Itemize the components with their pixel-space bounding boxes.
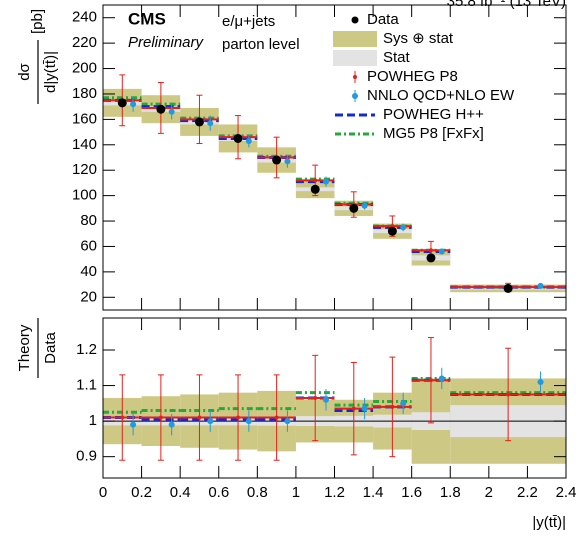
data-point: [194, 117, 204, 127]
point: [323, 178, 330, 185]
x-tick-label: 2.4: [556, 484, 577, 501]
point: [236, 415, 241, 420]
ratio-y-tick-label: 1: [89, 412, 97, 429]
point: [158, 415, 163, 420]
x-label: |y(tt̄)|: [532, 514, 566, 531]
ratio-label-den: Data: [42, 332, 59, 364]
point: [284, 418, 291, 425]
y-tick-label: 20: [80, 288, 97, 305]
point: [313, 396, 318, 400]
point: [438, 248, 445, 255]
level: parton level: [222, 36, 300, 53]
point: [274, 415, 279, 420]
point: [207, 418, 214, 425]
point: [361, 405, 368, 412]
x-tick-label: 2: [485, 484, 493, 501]
data-point: [426, 253, 436, 263]
y-tick-label: 160: [72, 110, 97, 127]
data-point: [387, 226, 397, 236]
point: [245, 418, 252, 425]
y-label-den: d|y(tt̄)|: [42, 51, 59, 93]
point: [537, 379, 544, 385]
x-tick-label: 2.2: [517, 484, 538, 501]
x-tick-label: 0.4: [170, 484, 191, 501]
ratio-y-tick-label: 1.2: [76, 341, 97, 358]
y-tick-label: 40: [80, 263, 97, 280]
point: [400, 224, 407, 231]
x-tick-label: 1.6: [401, 484, 422, 501]
x-tick-label: 1.2: [324, 484, 345, 501]
x-tick-label: 0: [99, 484, 107, 501]
legend-marker: [353, 75, 357, 79]
point: [168, 421, 175, 428]
point: [506, 392, 511, 397]
status: Preliminary: [128, 34, 205, 51]
legend-swatch: [333, 31, 377, 47]
point: [207, 120, 214, 127]
point: [313, 178, 318, 183]
point: [197, 415, 202, 420]
y-tick-label: 240: [72, 9, 97, 26]
x-tick-label: 0.6: [208, 484, 229, 501]
channel: e/μ+jets: [222, 13, 275, 30]
legend-label: Stat: [383, 49, 411, 66]
y-tick-label: 60: [80, 237, 97, 254]
data-point: [117, 98, 127, 108]
x-tick-label: 0.8: [247, 484, 268, 501]
data-point: [272, 155, 282, 165]
legend-label: Data: [367, 11, 399, 28]
ratio-y-tick-label: 1.1: [76, 377, 97, 394]
point: [400, 400, 407, 407]
data-point: [233, 133, 243, 143]
x-tick-label: 0.2: [131, 484, 152, 501]
legend-label: NNLO QCD+NLO EW: [367, 87, 515, 104]
y-label: dσ d|y(tt̄)| [pb]: [16, 9, 59, 104]
legend-marker: [351, 16, 359, 24]
legend-label: MG5 P8 [FxFx]: [383, 125, 484, 142]
point: [361, 202, 368, 209]
point: [168, 108, 175, 115]
point: [130, 421, 137, 428]
legend-marker: [352, 93, 358, 99]
x-tick-label: 1.4: [363, 484, 384, 501]
y-label-unit: [pb]: [29, 9, 46, 34]
y-label-num: dσ: [16, 62, 33, 80]
point: [428, 248, 433, 253]
point: [351, 406, 356, 411]
legend-swatch: [333, 50, 377, 66]
data-point: [310, 184, 320, 194]
point: [390, 404, 395, 409]
y-tick-label: 140: [72, 136, 97, 153]
legend-label: Sys ⊕ stat: [383, 30, 454, 47]
data-point: [349, 203, 359, 213]
legend-label: POWHEG H++: [383, 106, 484, 123]
data-point: [156, 104, 166, 114]
point: [323, 396, 330, 403]
y-tick-label: 180: [72, 85, 97, 102]
point: [428, 378, 433, 383]
y-tick-label: 100: [72, 187, 97, 204]
point: [120, 415, 125, 420]
point: [284, 158, 291, 165]
ratio-y-tick-label: 0.9: [76, 448, 97, 465]
point: [438, 375, 445, 382]
ratio-label: Theory Data: [16, 318, 59, 378]
point: [537, 282, 544, 289]
point: [130, 101, 137, 108]
legend-label: POWHEG P8: [367, 68, 458, 85]
x-tick-label: 1.8: [440, 484, 461, 501]
point: [245, 137, 252, 144]
data-point: [503, 283, 513, 293]
x-tick-label: 1: [292, 484, 300, 501]
y-tick-label: 120: [72, 161, 97, 178]
y-tick-label: 80: [80, 212, 97, 229]
y-tick-label: 200: [72, 60, 97, 77]
experiment: CMS: [128, 9, 166, 28]
y-tick-label: 220: [72, 34, 97, 51]
ratio-label-num: Theory: [16, 324, 33, 371]
